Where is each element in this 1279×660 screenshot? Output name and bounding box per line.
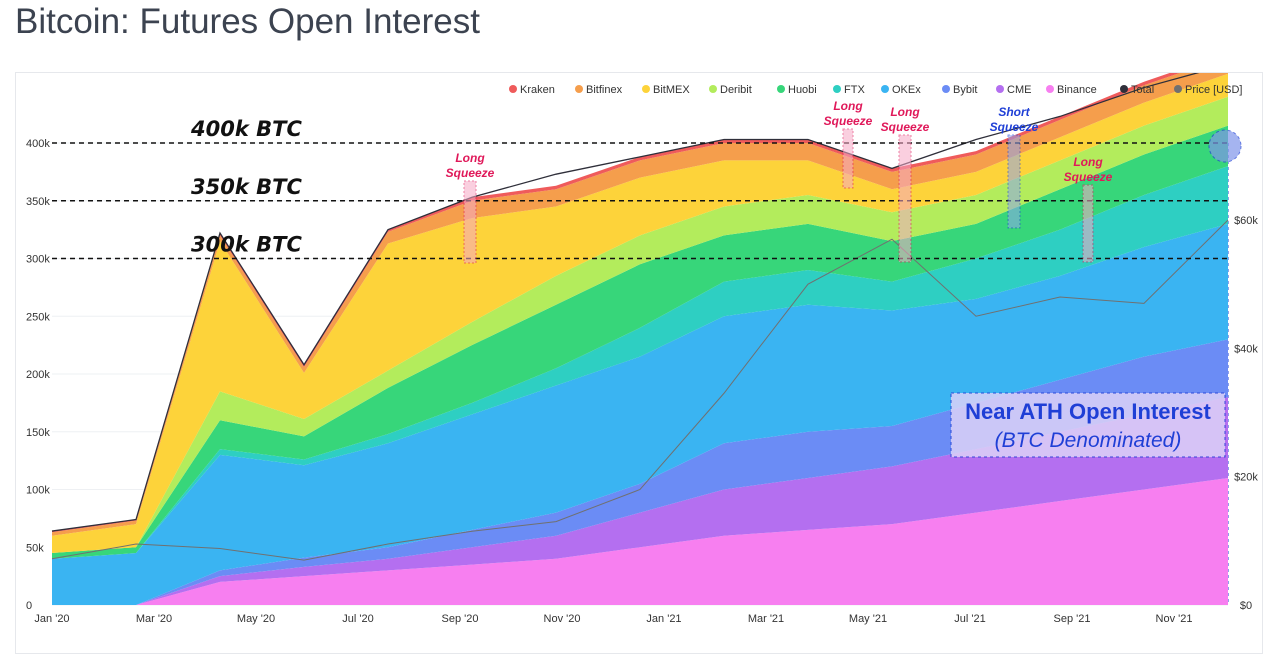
legend-item-deribit[interactable]: Deribit <box>720 84 752 96</box>
y2-tick-label: $60k <box>1234 215 1258 227</box>
legend-item-huobi[interactable]: Huobi <box>788 84 817 96</box>
area-cme <box>52 397 1228 605</box>
legend-item-ftx[interactable]: FTX <box>844 84 865 96</box>
legend-dot[interactable] <box>996 85 1004 93</box>
squeeze-label-line2: Squeeze <box>881 120 930 134</box>
legend-item-total[interactable]: Total <box>1131 84 1154 96</box>
x-tick-label: Jul '20 <box>342 613 373 625</box>
squeeze-marker <box>898 134 912 263</box>
y-tick-label: 50k <box>26 542 44 554</box>
series-lines <box>51 73 1229 561</box>
squeeze-marker <box>842 128 854 189</box>
legend-item-bitfinex[interactable]: Bitfinex <box>586 84 623 96</box>
squeeze-label-line2: Squeeze <box>824 114 873 128</box>
legend-dot[interactable] <box>777 85 785 93</box>
x-tick-label: Jan '20 <box>34 613 69 625</box>
ref-line-label: 350k BTC <box>191 175 302 199</box>
x-tick-label: Sep '20 <box>442 613 479 625</box>
y-tick-label: 150k <box>26 427 50 439</box>
legend-item-binance[interactable]: Binance <box>1057 84 1097 96</box>
legend-item-priceusd[interactable]: Price [USD] <box>1185 84 1242 96</box>
area-okex <box>52 223 1228 605</box>
squeeze-label-line1: Long <box>455 151 485 165</box>
x-tick-label: Nov '20 <box>544 613 581 625</box>
legend-dot[interactable] <box>881 85 889 93</box>
legend-item-bybit[interactable]: Bybit <box>953 84 977 96</box>
x-tick-label: Jan '21 <box>646 613 681 625</box>
x-tick-label: Mar '21 <box>748 613 784 625</box>
legend-dot[interactable] <box>1046 85 1054 93</box>
legend-dot[interactable] <box>1174 85 1182 93</box>
area-bitfinex <box>52 73 1228 536</box>
x-tick-label: Sep '21 <box>1054 613 1091 625</box>
y-tick-label: 350k <box>26 196 50 208</box>
squeeze-label-line2: Squeeze <box>446 166 495 180</box>
legend-item-okex[interactable]: OKEx <box>892 84 921 96</box>
x-tick-label: Jul '21 <box>954 613 985 625</box>
y2-tick-label: $20k <box>1234 472 1258 484</box>
page-title: Bitcoin: Futures Open Interest <box>15 2 480 41</box>
stacked-areas <box>52 73 1228 605</box>
squeeze-label-line1: Long <box>890 105 920 119</box>
area-deribit <box>52 96 1228 554</box>
legend-dot[interactable] <box>833 85 841 93</box>
squeeze-label-line2: Squeeze <box>990 120 1039 134</box>
x-tick-label: May '21 <box>849 613 887 625</box>
y-tick-label: 400k <box>26 138 50 150</box>
squeeze-label-line1: Long <box>833 99 863 113</box>
ath-callout-box <box>950 392 1226 458</box>
legend-dot[interactable] <box>709 85 717 93</box>
squeeze-annotations: LongSqueezeLongSqueezeLongSqueezeShortSq… <box>446 99 1242 264</box>
axes: 0 50k 100k 150k 200k 250k 300k 350k 400k $0 $20k $4… <box>26 138 1258 625</box>
ref-line-label: 300k BTC <box>191 233 302 257</box>
area-huobi <box>52 125 1228 559</box>
ath-marker <box>1208 129 1242 163</box>
legend-dot[interactable] <box>1120 85 1128 93</box>
area-bybit <box>52 339 1228 605</box>
ath-callout-subtitle: (BTC Denominated) <box>995 429 1182 452</box>
legend-dot[interactable] <box>942 85 950 93</box>
price-line <box>51 219 1229 561</box>
y-tick-label: 100k <box>26 485 50 497</box>
squeeze-marker <box>463 180 477 264</box>
legend[interactable]: Kraken Bitfinex BitMEX Deribit Huobi FTX OKEx B… <box>509 84 1242 96</box>
squeeze-marker <box>1082 184 1094 263</box>
squeeze-marker <box>1007 134 1021 229</box>
legend-item-kraken[interactable]: Kraken <box>520 84 555 96</box>
squeeze-label-line1: Short <box>998 105 1030 119</box>
area-bitmex <box>52 73 1228 554</box>
y-tick-label: 250k <box>26 311 50 323</box>
y-tick-label: 0 <box>26 600 32 612</box>
reference-lines: 400k BTC 350k BTC 300k BTC <box>52 117 1228 260</box>
squeeze-label-line1: Long <box>1073 155 1103 169</box>
ref-line-label: 400k BTC <box>190 117 302 141</box>
ath-callout: Near ATH Open Interest (BTC Denominated) <box>950 392 1226 458</box>
legend-dot[interactable] <box>509 85 517 93</box>
y-tick-label: 200k <box>26 369 50 381</box>
legend-dot[interactable] <box>642 85 650 93</box>
legend-item-bitmex[interactable]: BitMEX <box>653 84 690 96</box>
y2-tick-label: $40k <box>1234 343 1258 355</box>
y-tick-label: 300k <box>26 254 50 266</box>
y2-tick-label: $0 <box>1240 600 1252 612</box>
x-tick-label: Mar '20 <box>136 613 172 625</box>
squeeze-label-line2: Squeeze <box>1064 170 1113 184</box>
total-line <box>51 73 1200 532</box>
x-tick-label: Nov '21 <box>1156 613 1193 625</box>
legend-dot[interactable] <box>575 85 583 93</box>
x-tick-label: May '20 <box>237 613 275 625</box>
legend-item-cme[interactable]: CME <box>1007 84 1031 96</box>
area-binance <box>52 477 1228 605</box>
ath-callout-title: Near ATH Open Interest <box>965 399 1211 424</box>
